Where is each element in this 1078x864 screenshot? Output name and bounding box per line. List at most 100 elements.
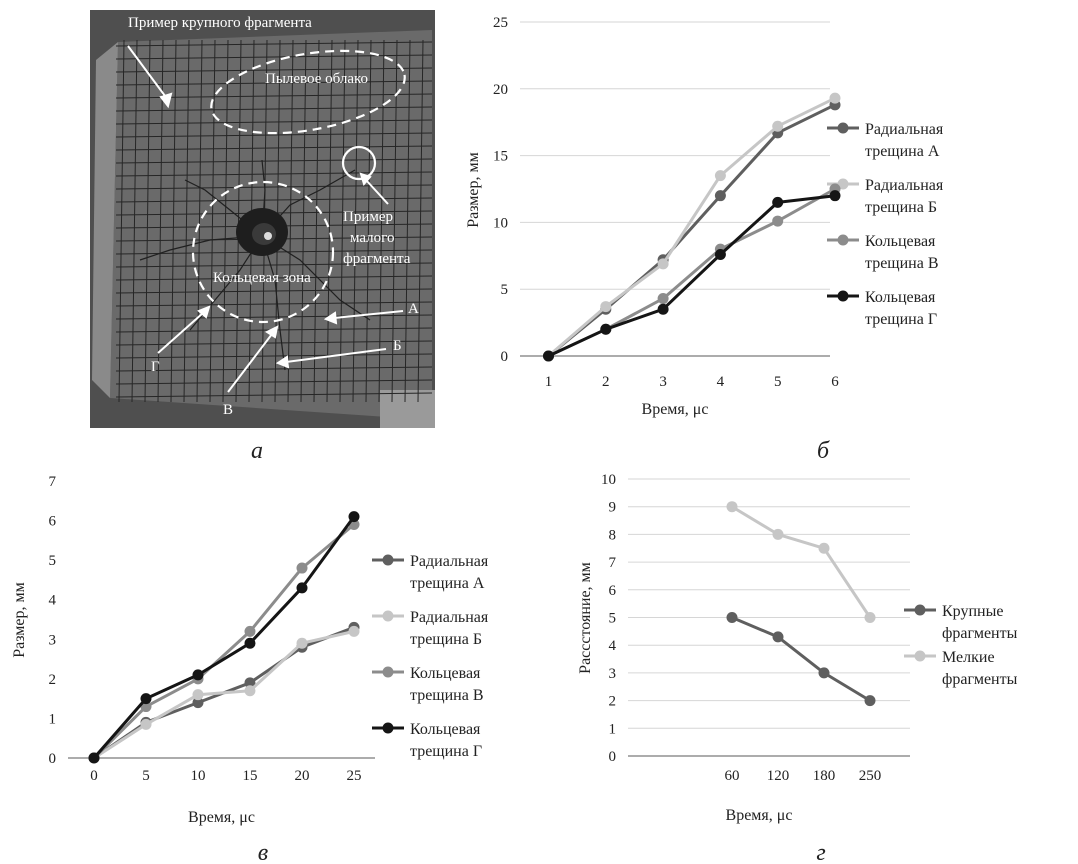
caption-a: а — [251, 438, 263, 464]
legend-swatch-marker — [382, 610, 394, 622]
x-tick-label: 3 — [659, 374, 667, 390]
grid-line — [115, 132, 433, 138]
grid-line — [115, 158, 433, 164]
grid-line — [209, 39, 216, 403]
legend-item: Радиальная трещина Б — [372, 609, 489, 648]
series-line — [731, 616, 871, 702]
x-tick-label: 5 — [142, 768, 150, 784]
x-tick-label: 5 — [774, 374, 782, 390]
y-tick-label: 6 — [49, 514, 57, 530]
grid-line — [118, 39, 125, 403]
legend-label: Радиальная — [410, 609, 489, 626]
x-tick-label: 2 — [602, 374, 610, 390]
x-tick-label: 20 — [295, 768, 310, 784]
x-tick-label: 60 — [725, 768, 740, 784]
y-tick-label: 9 — [609, 500, 617, 516]
grid-line — [115, 301, 433, 307]
data-point — [348, 511, 360, 523]
label-small-fragment-1: Пример — [343, 209, 393, 225]
legend-label: Радиальная — [865, 121, 944, 138]
y-tick-label: 3 — [49, 632, 57, 648]
legend-swatch-marker — [914, 650, 926, 662]
grid-line — [115, 171, 433, 177]
x-tick-label: 180 — [813, 768, 836, 784]
data-point — [296, 637, 308, 649]
ring-zone-marker — [191, 180, 335, 324]
grid-line — [115, 67, 433, 73]
data-point — [818, 667, 830, 679]
grid-line — [131, 39, 138, 403]
x-tick-label: 250 — [859, 768, 882, 784]
data-point — [88, 752, 100, 764]
y-tick-label: 7 — [609, 555, 617, 571]
x-axis-label: Время, μс — [642, 401, 709, 418]
panel-captions: а б в г — [251, 438, 830, 864]
data-point — [543, 350, 554, 362]
chart-d-fragment-distance: 0 1 2 3 4 5 6 7 8 9 10 60 120 180 250 Время, μс Рассстоя… — [577, 472, 1018, 824]
grid-line — [115, 366, 433, 372]
series-line — [92, 515, 356, 759]
x-tick-label: 0 — [90, 768, 98, 784]
data-point — [657, 293, 669, 305]
data-point — [829, 190, 841, 202]
data-point — [772, 528, 784, 540]
data-point — [140, 718, 152, 730]
legend-item: Крупные фрагменты — [904, 603, 1018, 642]
y-tick-label: 1 — [609, 721, 617, 737]
legend-item: Кольцевая трещина В — [372, 665, 484, 704]
label-crack-g: Г — [151, 359, 160, 375]
legend-label: трещина Б — [410, 631, 482, 648]
grid-line — [115, 392, 433, 398]
y-tick-label: 15 — [493, 149, 508, 165]
data-point — [192, 669, 204, 681]
table-surface — [380, 390, 435, 428]
y-tick-label: 2 — [49, 672, 57, 688]
y-tick-label: 4 — [49, 593, 57, 609]
legend-item: Кольцевая трещина Г — [827, 289, 937, 328]
legend-item: Мелкие фрагменты — [904, 649, 1018, 688]
grid-line — [196, 39, 203, 403]
y-tick-label: 10 — [601, 472, 616, 488]
legend-label: Мелкие — [942, 649, 995, 666]
legend-swatch-marker — [914, 604, 926, 616]
label-crack-v: В — [223, 402, 233, 418]
y-tick-label: 5 — [49, 553, 57, 569]
grid-line — [115, 314, 433, 320]
grid-line — [183, 39, 190, 403]
grid-line — [115, 288, 433, 294]
y-tick-label: 4 — [609, 638, 617, 654]
chart-b-crack-size-1-6: 0 5 10 15 20 25 1 2 3 4 5 6 Время, μс Размер, мм Радиа… — [465, 15, 944, 418]
legend-swatch-marker — [837, 122, 849, 134]
series-line — [547, 194, 836, 358]
x-tick-label: 15 — [243, 768, 258, 784]
data-point — [244, 637, 256, 649]
data-point — [772, 215, 784, 227]
series-line — [547, 96, 836, 358]
legend-label: Кольцевая — [865, 233, 936, 250]
data-point — [192, 697, 204, 709]
grid-line — [115, 145, 433, 151]
y-tick-label: 25 — [493, 15, 508, 31]
y-axis-label: Размер, мм — [465, 152, 482, 228]
grid-line — [157, 39, 164, 403]
label-dust-cloud: Пылевое облако — [265, 71, 368, 87]
x-tick-label: 120 — [767, 768, 790, 784]
data-point — [864, 695, 876, 707]
grid-line — [235, 39, 242, 403]
series-line — [93, 629, 355, 760]
caption-c: в — [258, 840, 268, 864]
legend-label: Кольцевая — [410, 665, 481, 682]
legend-label: трещина В — [410, 687, 484, 704]
legend-item: Радиальная трещина Б — [827, 177, 944, 216]
photo-labels: Пример крупного фрагмента Пылевое облако… — [128, 15, 419, 418]
impact-core — [252, 223, 276, 245]
x-tick-label: 4 — [717, 374, 725, 390]
data-point — [244, 685, 256, 697]
y-tick-label: 3 — [609, 666, 617, 682]
grid-line — [313, 39, 320, 403]
legend-label: Крупные — [942, 603, 1003, 620]
label-small-fragment-2: малого — [350, 230, 394, 246]
legend-item: Кольцевая трещина Г — [372, 721, 482, 760]
data-point — [726, 612, 738, 623]
